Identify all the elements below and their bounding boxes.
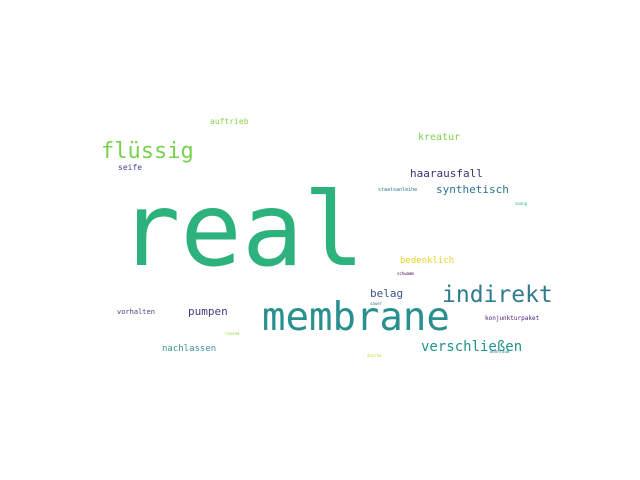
word-wohnraum: wohnraum <box>490 349 510 354</box>
word-seife: seife <box>118 163 143 172</box>
word-bedenklich: bedenklich <box>400 256 455 266</box>
word-synthetisch: synthetisch <box>436 183 509 196</box>
word-rasend: rasend <box>225 331 240 336</box>
word-staatsanleihe: staatsanleihe <box>378 187 418 193</box>
word-belag: belag <box>370 287 404 300</box>
word-zwang: zwang <box>515 201 528 206</box>
word-indirekt: indirekt <box>442 282 553 308</box>
word-kreatur: kreatur <box>418 132 461 143</box>
word-auftrieb: auftrieb <box>210 117 249 126</box>
word-fluessig: flüssig <box>101 139 194 164</box>
word-dusche: dusche <box>367 353 382 358</box>
word-verschliessen: verschließen <box>421 339 523 355</box>
word-real: real <box>119 171 365 290</box>
word-haarausfall: haarausfall <box>410 167 483 180</box>
word-pumpen: pumpen <box>188 305 228 318</box>
word-nachlassen: nachlassen <box>162 344 217 354</box>
word-vorhalten: vorhalten <box>117 308 155 316</box>
word-membrane: membrane <box>262 295 450 340</box>
word-sauer: sauer <box>370 301 383 306</box>
word-konjunkturpaket: konjunkturpaket <box>485 315 540 322</box>
word-schwamm: schwamm <box>397 271 414 276</box>
